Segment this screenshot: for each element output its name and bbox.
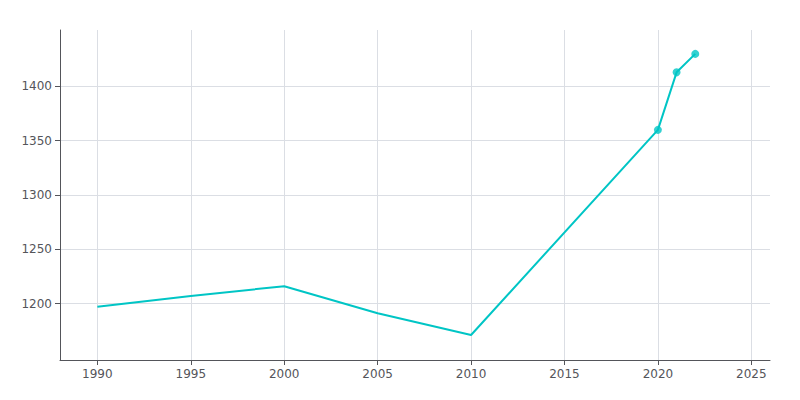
svg-text:2005: 2005 — [362, 367, 393, 381]
svg-text:1200: 1200 — [21, 297, 52, 311]
svg-text:2010: 2010 — [456, 367, 487, 381]
svg-text:1250: 1250 — [21, 242, 52, 256]
svg-text:2000: 2000 — [269, 367, 300, 381]
svg-text:1300: 1300 — [21, 188, 52, 202]
svg-text:2025: 2025 — [736, 367, 767, 381]
svg-text:1350: 1350 — [21, 134, 52, 148]
svg-text:1400: 1400 — [21, 79, 52, 93]
svg-text:2020: 2020 — [643, 367, 674, 381]
svg-text:1990: 1990 — [82, 367, 113, 381]
svg-text:1995: 1995 — [176, 367, 207, 381]
svg-text:2015: 2015 — [549, 367, 580, 381]
